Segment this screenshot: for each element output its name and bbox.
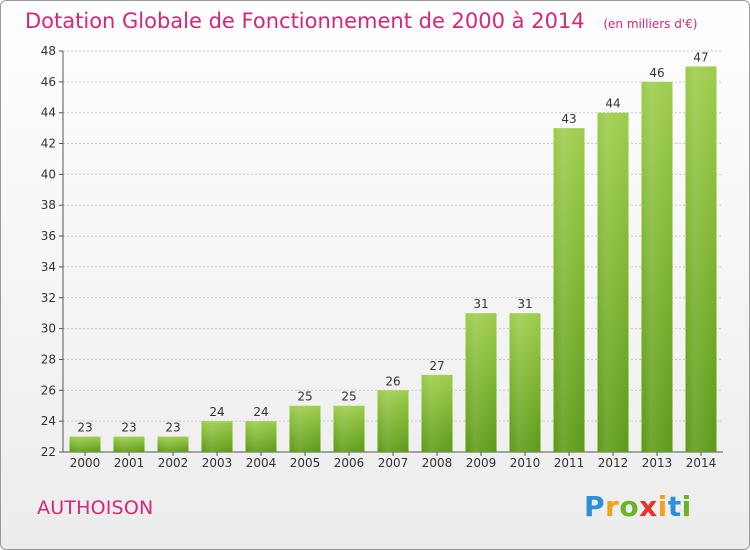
data-label-2010: 31 bbox=[517, 297, 532, 311]
x-tick-label: 2000 bbox=[70, 456, 101, 470]
bar-shine-2000 bbox=[69, 436, 101, 452]
data-label-2012: 44 bbox=[605, 97, 620, 111]
data-label-2006: 25 bbox=[341, 390, 356, 404]
y-tick-label: 42 bbox=[41, 137, 56, 151]
y-tick-label: 24 bbox=[41, 414, 56, 428]
y-tick-label: 38 bbox=[41, 198, 56, 212]
bar-shine-2011 bbox=[553, 128, 585, 452]
bar-shine-2006 bbox=[333, 405, 365, 452]
data-label-2002: 23 bbox=[165, 421, 180, 435]
data-label-2003: 24 bbox=[209, 405, 224, 419]
x-tick-label: 2009 bbox=[466, 456, 497, 470]
x-tick-label: 2002 bbox=[158, 456, 189, 470]
chart-title-text: Dotation Globale de Fonctionnement de 20… bbox=[25, 9, 585, 33]
bar-shine-2010 bbox=[509, 313, 541, 452]
y-tick-label: 48 bbox=[41, 44, 56, 58]
y-tick-label: 22 bbox=[41, 445, 56, 459]
data-label-2001: 23 bbox=[121, 421, 136, 435]
data-labels: 23 23 23 24 24 25 25 26 27 31 31 43 44 46 47 bbox=[77, 50, 708, 434]
y-tick-label: 36 bbox=[41, 229, 56, 243]
y-tick-label: 46 bbox=[41, 75, 56, 89]
bar-shine-2002 bbox=[157, 436, 189, 452]
chart-subtitle: (en milliers d'€) bbox=[603, 17, 698, 31]
x-tick-label: 2006 bbox=[334, 456, 365, 470]
chart-title: Dotation Globale de Fonctionnement de 20… bbox=[25, 9, 697, 33]
bar-shine-2004 bbox=[245, 421, 277, 452]
bar-shine-2001 bbox=[113, 436, 145, 452]
bar-shine-2005 bbox=[289, 405, 321, 452]
bars bbox=[69, 66, 717, 452]
y-tick-label: 34 bbox=[41, 260, 56, 274]
bar-shine-2012 bbox=[597, 112, 629, 452]
data-label-2005: 25 bbox=[297, 390, 312, 404]
y-tick-label: 26 bbox=[41, 383, 56, 397]
data-label-2013: 46 bbox=[649, 66, 664, 80]
x-tick-label: 2001 bbox=[114, 456, 145, 470]
bar-shine-2014 bbox=[685, 66, 717, 452]
data-label-2014: 47 bbox=[693, 50, 708, 64]
y-tick-label: 32 bbox=[41, 291, 56, 305]
x-tick-label: 2005 bbox=[290, 456, 321, 470]
commune-name: AUTHOISON bbox=[37, 497, 154, 519]
data-label-2011: 43 bbox=[561, 112, 576, 126]
proxiti-logo: Proxiti bbox=[584, 490, 692, 523]
x-tick-label: 2004 bbox=[246, 456, 277, 470]
data-label-2007: 26 bbox=[385, 374, 400, 388]
y-tick-label: 30 bbox=[41, 322, 56, 336]
data-label-2000: 23 bbox=[77, 421, 92, 435]
bar-shine-2008 bbox=[421, 374, 453, 452]
bar-shine-2003 bbox=[201, 421, 233, 452]
x-tick-label: 2013 bbox=[642, 456, 673, 470]
x-tick-label: 2010 bbox=[510, 456, 541, 470]
data-label-2009: 31 bbox=[473, 297, 488, 311]
x-tick-label: 2008 bbox=[422, 456, 453, 470]
x-tick-label: 2011 bbox=[554, 456, 585, 470]
bar-shine-2007 bbox=[377, 390, 409, 452]
x-tick-label: 2014 bbox=[686, 456, 717, 470]
x-tick-label: 2007 bbox=[378, 456, 409, 470]
x-tick-label: 2012 bbox=[598, 456, 629, 470]
grid-lines bbox=[63, 50, 723, 422]
y-tick-label: 28 bbox=[41, 352, 56, 366]
bar-shine-2009 bbox=[465, 313, 497, 452]
bar-shine-2013 bbox=[641, 81, 673, 452]
x-tick-label: 2003 bbox=[202, 456, 233, 470]
data-label-2008: 27 bbox=[429, 359, 444, 373]
axes: 22 24 26 28 30 32 34 36 38 40 42 44 46 48 2000 2001 2002… bbox=[41, 44, 723, 470]
data-label-2004: 24 bbox=[253, 405, 268, 419]
y-tick-label: 40 bbox=[41, 167, 56, 181]
y-tick-label: 44 bbox=[41, 106, 56, 120]
